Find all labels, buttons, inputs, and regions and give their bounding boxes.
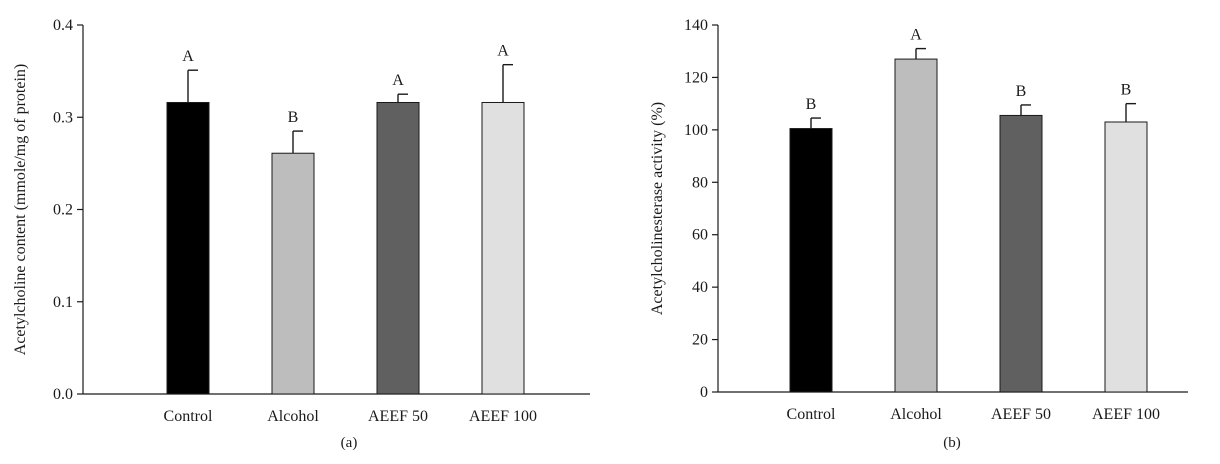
y-tick-label: 0.4: [53, 17, 73, 34]
y-tick-label: 0.3: [53, 109, 73, 126]
category-label: AEEF 100: [1092, 406, 1160, 423]
y-axis-label: Acetylcholinesterase activity (%): [649, 102, 666, 315]
significance-label: A: [182, 48, 194, 65]
y-tick-label: 0.0: [53, 386, 73, 403]
y-tick-label: 140: [684, 17, 708, 34]
y-tick-label: 120: [684, 69, 708, 86]
panel-label: (a): [341, 435, 358, 451]
bar: [377, 102, 419, 394]
category-label: Control: [787, 406, 836, 423]
bar: [895, 59, 937, 392]
category-label: Control: [164, 408, 213, 425]
y-tick-label: 100: [684, 122, 708, 139]
bar: [272, 153, 314, 394]
significance-label: B: [806, 96, 817, 113]
bar: [482, 102, 524, 394]
category-label: AEEF 50: [368, 408, 428, 425]
y-tick-label: 0.2: [53, 202, 73, 219]
y-tick-label: 20: [692, 332, 708, 349]
significance-label: B: [1016, 83, 1027, 100]
category-label: Alcohol: [267, 408, 319, 425]
panel-label: (b): [943, 435, 961, 451]
significance-label: A: [392, 72, 404, 89]
bar: [790, 129, 832, 392]
significance-label: A: [497, 43, 509, 60]
bar: [1000, 115, 1042, 392]
category-label: Alcohol: [890, 406, 942, 423]
y-tick-label: 80: [692, 174, 708, 191]
significance-label: B: [288, 109, 299, 126]
category-label: AEEF 50: [991, 406, 1051, 423]
y-tick-label: 60: [692, 227, 708, 244]
chart-panel-b: 0 20 40 60 80 100 120 140 Acetylcholinesterase a…: [649, 17, 1188, 451]
y-tick-label: 40: [692, 279, 708, 296]
category-label: AEEF 100: [469, 408, 537, 425]
bar: [1105, 122, 1147, 392]
bar: [167, 102, 209, 394]
y-axis-label: Acetylcholine content (mmole/mg of prote…: [12, 64, 29, 355]
significance-label: A: [910, 27, 922, 44]
y-tick-label: 0.1: [53, 294, 73, 311]
significance-label: B: [1121, 82, 1132, 99]
y-tick-label: 0: [700, 384, 708, 401]
chart-panel-a: 0.0 0.1 0.2 0.3 0.4 Acetylcholine content (mm…: [12, 17, 590, 451]
